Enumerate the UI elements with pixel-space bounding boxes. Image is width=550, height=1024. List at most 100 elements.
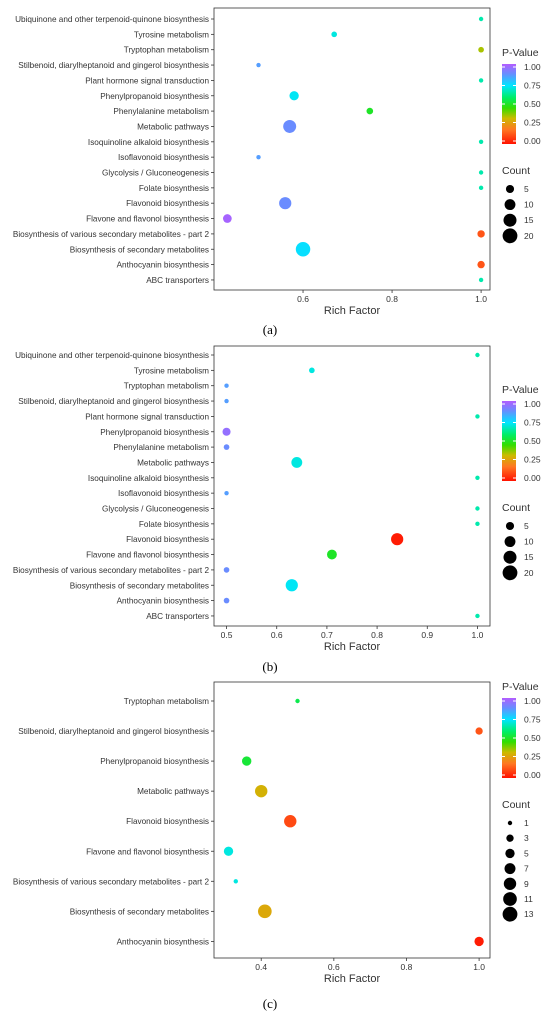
data-point [283,119,297,133]
size-legend-title: Count [502,165,530,177]
x-tick-label: 0.4 [255,962,267,972]
size-legend-label: 20 [524,568,534,578]
y-tick-label: Anthocyanin biosynthesis [117,937,209,946]
y-tick-label: Ubiquinone and other terpenoid-quinone b… [15,15,209,24]
y-tick-label: Isoquinoline alkaloid biosynthesis [88,474,209,483]
y-tick-label: Tryptophan metabolism [124,382,209,391]
x-tick-label: 1.0 [472,630,484,640]
data-point [475,414,480,419]
data-point [478,185,484,191]
data-point [295,698,300,704]
y-tick-label: Glycolysis / Gluconeogenesis [102,169,209,178]
data-point [475,613,480,619]
color-legend-label: 0.25 [524,455,541,465]
size-legend-dot [506,834,514,842]
data-point [478,277,484,283]
x-tick-label: 1.0 [473,962,485,972]
chart-panel-2: Ubiquinone and other terpenoid-quinone b… [13,345,541,674]
size-legend-label: 10 [524,200,534,210]
data-point [475,521,480,527]
y-tick-label: Metabolic pathways [137,787,209,796]
color-legend-label: 0.50 [524,733,541,743]
x-tick-label: 0.6 [271,630,283,640]
size-legend-dot [502,906,518,922]
y-tick-label: Metabolic pathways [137,458,209,467]
size-legend-dot [503,892,517,906]
y-tick-label: Flavonoid biosynthesis [126,199,209,208]
y-tick-label: Phenylalanine metabolism [113,443,209,452]
x-tick-label: 0.8 [386,294,398,304]
data-point [478,16,484,22]
x-tick-label: 1.0 [475,294,487,304]
y-tick-label: Isoflavonoid biosynthesis [118,489,209,498]
y-tick-label: Metabolic pathways [137,122,209,131]
size-legend-dot [505,521,515,531]
chart-panel-1: Ubiquinone and other terpenoid-quinone b… [13,7,541,337]
color-legend-label: 0.00 [524,473,541,483]
size-legend-dot [503,213,517,227]
size-legend-label: 5 [524,184,529,194]
y-tick-label: Flavonoid biosynthesis [126,535,209,544]
x-tick-label: 0.8 [371,630,383,640]
y-tick-label: Tryptophan metabolism [124,46,209,55]
data-point [233,879,238,884]
x-axis-title: Rich Factor [324,305,381,317]
y-tick-label: Stilbenoid, diarylheptanoid and gingerol… [18,727,209,736]
y-tick-label: Folate biosynthesis [139,184,209,193]
size-legend-dot [503,877,517,890]
color-legend-label: 0.75 [524,81,541,91]
y-tick-label: Flavonoid biosynthesis [126,817,209,826]
x-axis-title: Rich Factor [324,973,381,985]
data-point [279,197,292,210]
size-legend-dot [503,550,517,564]
color-legend-bar [502,401,516,481]
size-legend-label: 11 [524,894,533,904]
size-legend-dot [504,199,516,211]
y-tick-label: ABC transporters [146,612,209,621]
data-point [474,936,484,947]
y-tick-label: Biosynthesis of various secondary metabo… [13,566,210,575]
color-legend-label: 1.00 [524,399,541,409]
size-legend-dot [504,536,516,548]
y-tick-label: Biosynthesis of secondary metabolites [70,907,209,916]
data-point [309,367,315,374]
y-tick-label: Phenylpropanoid biosynthesis [100,92,209,101]
data-point [478,78,484,83]
size-legend-label: 5 [524,848,529,858]
x-tick-label: 0.6 [328,962,340,972]
y-tick-label: Isoflavonoid biosynthesis [118,153,209,162]
data-point [224,398,229,404]
color-legend-title: P-Value [502,681,539,693]
x-tick-label: 0.5 [221,630,233,640]
size-legend-dot [502,565,518,581]
color-legend-label: 0.25 [524,118,541,128]
y-tick-label: Folate biosynthesis [139,520,209,529]
y-tick-label: Tryptophan metabolism [124,697,209,706]
y-tick-label: Phenylalanine metabolism [113,107,209,116]
data-point [284,815,297,828]
data-point [223,567,230,573]
y-tick-label: ABC transporters [146,276,209,285]
size-legend-label: 20 [524,231,534,241]
y-tick-label: Isoquinoline alkaloid biosynthesis [88,138,209,147]
data-point [478,46,484,53]
panel-label: (a) [263,322,277,337]
color-legend-label: 0.00 [524,136,541,146]
size-legend-label: 5 [524,521,529,531]
plot-frame [213,681,491,959]
y-tick-label: Tyrosine metabolism [134,30,209,39]
size-legend-title: Count [502,799,530,811]
data-point [256,154,261,160]
color-legend-bar [502,698,516,778]
panel-label: (c) [263,996,277,1011]
x-tick-label: 0.6 [297,294,309,304]
chart-panel-3: Tryptophan metabolism Stilbenoid, diarylh… [13,681,541,1011]
color-legend-label: 0.25 [524,752,541,762]
data-point [326,549,337,560]
data-point [256,62,261,68]
plot-frame [213,345,491,627]
y-tick-label: Plant hormone signal transduction [85,412,209,421]
size-legend-label: 15 [524,552,534,562]
color-legend-label: 0.75 [524,418,541,428]
